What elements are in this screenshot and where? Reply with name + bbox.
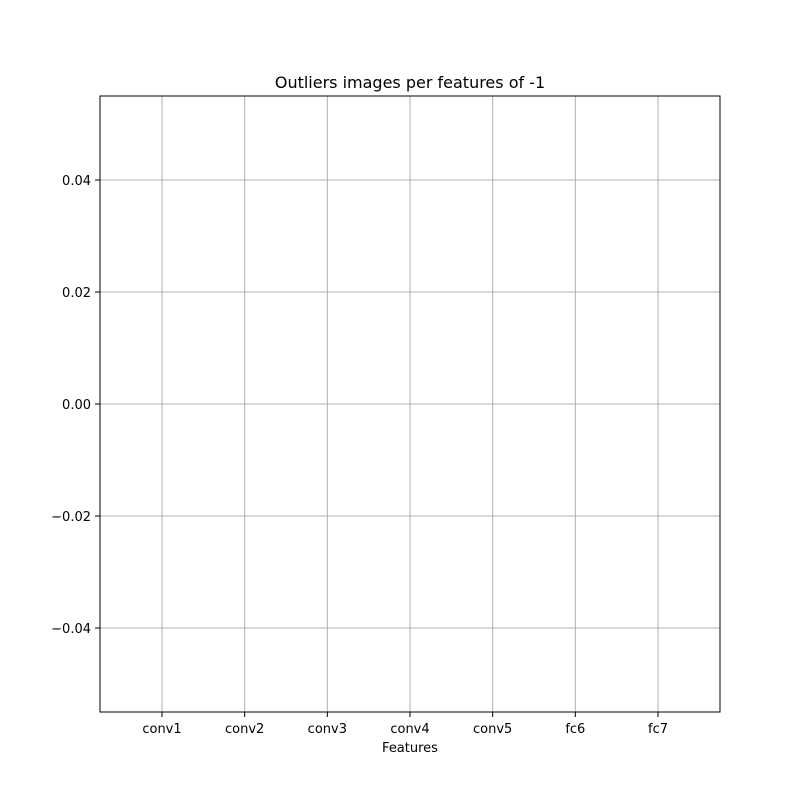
x-tick-label: conv2: [225, 722, 264, 737]
x-axis-ticks: conv1 conv2 conv3 conv4 conv5 fc6 fc7: [142, 712, 668, 737]
x-tick-label: conv1: [142, 722, 181, 737]
y-tick-label: −0.04: [51, 622, 91, 637]
chart-title: Outliers images per features of -1: [275, 73, 545, 92]
x-axis-label: Features: [382, 741, 438, 756]
y-tick-label: 0.02: [62, 286, 91, 301]
x-tick-label: fc7: [648, 722, 668, 737]
y-tick-label: −0.02: [51, 510, 91, 525]
y-axis-ticks: −0.04 −0.02 0.00 0.02 0.04: [51, 174, 100, 637]
x-tick-label: conv5: [473, 722, 512, 737]
grid-layer: [100, 96, 720, 712]
y-tick-label: 0.00: [62, 398, 91, 413]
x-tick-label: conv4: [390, 722, 429, 737]
x-tick-label: conv3: [308, 722, 347, 737]
y-tick-label: 0.04: [62, 174, 91, 189]
x-tick-label: fc6: [565, 722, 585, 737]
